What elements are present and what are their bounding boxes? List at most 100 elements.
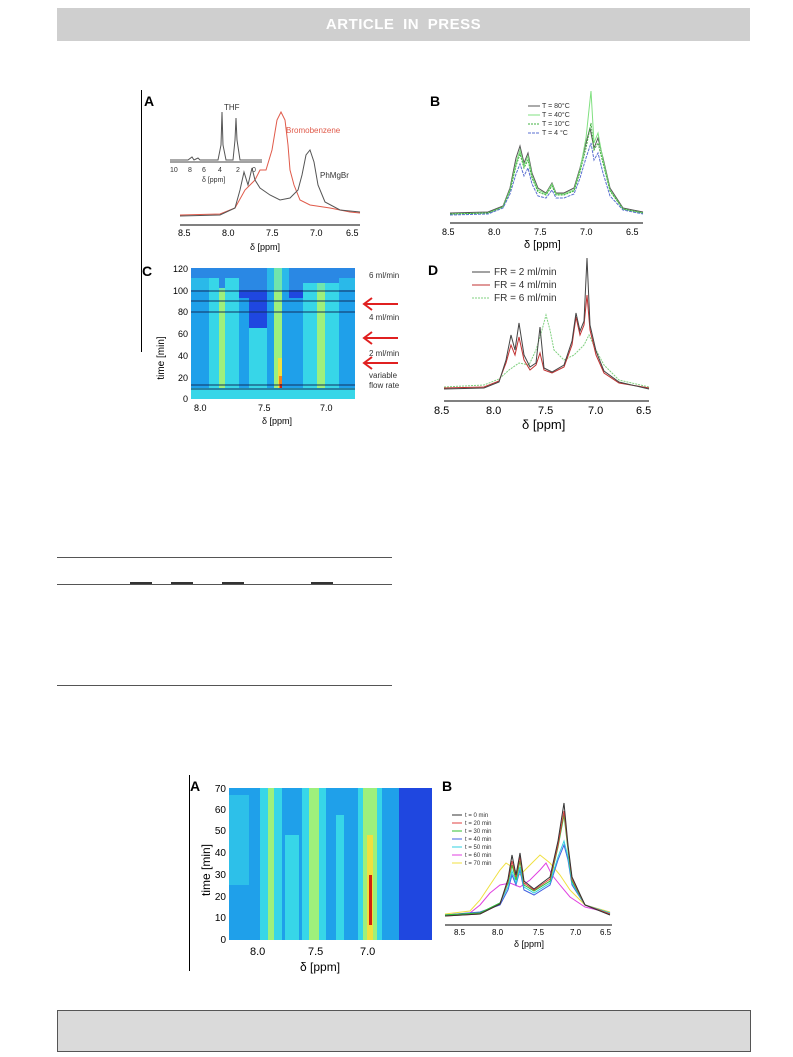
legend-entry: t = 50 min (465, 845, 492, 851)
x-tick-label: 7.0 (570, 928, 582, 937)
y-tick-label: 0 (220, 935, 226, 946)
x-tick-label: 7.5 (258, 403, 271, 413)
article-in-press-banner: ARTICLE IN PRESS (57, 8, 750, 41)
x-axis-label: δ [ppm] (514, 939, 544, 949)
y-tick-label: 120 (173, 264, 188, 274)
x-tick-label: 7.5 (308, 946, 323, 958)
x-tick-label: 8.5 (442, 227, 455, 237)
legend-entry: FR = 2 ml/min (494, 267, 557, 278)
x-tick-label: 8.0 (492, 928, 504, 937)
y-tick-label: 40 (215, 848, 227, 859)
inset-tick-label: 2 (236, 167, 240, 174)
x-axis-label: δ [ppm] (300, 960, 340, 974)
y-tick-label: 10 (215, 913, 227, 924)
inset-tick-label: 0 (252, 167, 256, 174)
legend-entry: T = 40°C (542, 111, 570, 119)
x-axis-label: δ [ppm] (262, 416, 292, 426)
table-stub (130, 582, 152, 584)
panel-label-a: A (144, 93, 154, 109)
flow-rate-annotation: variable (369, 371, 398, 380)
legend-entry: FR = 6 ml/min (494, 293, 557, 304)
margin-bar-bottom (189, 775, 190, 971)
y-tick-label: 40 (178, 351, 188, 361)
panel-label-d: D (428, 262, 438, 278)
legend-entry: T = 4 °C (542, 129, 568, 137)
peak-label-phmgbr: PhMgBr (320, 171, 349, 180)
spectrum-t40 (449, 90, 644, 215)
peak-label-thf: THF (224, 103, 240, 112)
legend-entry: t = 20 min (465, 821, 492, 827)
y-tick-label: 60 (215, 805, 227, 816)
x-tick-label: 8.5 (434, 405, 449, 417)
y-tick-label: 70 (215, 784, 227, 795)
legend-entry: FR = 4 ml/min (494, 280, 557, 291)
y-tick-label: 80 (178, 307, 188, 317)
y-tick-label: 0 (183, 394, 188, 404)
spectrum-t4 (449, 142, 644, 216)
x-tick-label: 7.0 (310, 228, 323, 238)
x-tick-label: 6.5 (600, 928, 612, 937)
x-tick-label: 7.5 (534, 227, 547, 237)
figure2-panel-a: A time [min] 0 10 20 30 40 50 60 70 8.0 … (190, 778, 432, 974)
red-arrow-icon (362, 297, 398, 311)
legend-entry: t = 40 min (465, 837, 492, 843)
flow-rate-annotation: 2 ml/min (369, 349, 399, 358)
table-bottom-rule (57, 685, 392, 686)
spectrum-bromobenzene (179, 110, 361, 216)
x-tick-label: 7.0 (588, 405, 603, 417)
x-tick-label: 8.0 (222, 228, 235, 238)
x-tick-label: 8.5 (178, 228, 191, 238)
panel-label-b: B (430, 93, 440, 109)
spectrum-phmgbr (179, 148, 361, 217)
x-tick-label: 8.0 (250, 946, 265, 958)
y-tick-label: 20 (215, 892, 227, 903)
y-axis-label: time [min] (156, 336, 167, 380)
y-tick-label: 30 (215, 870, 227, 881)
y-tick-label: 50 (215, 826, 227, 837)
y-tick-label: 60 (178, 329, 188, 339)
spectrum-fr6 (443, 313, 650, 388)
inset-tick-label: 6 (202, 167, 206, 174)
x-tick-label: 7.5 (266, 228, 279, 238)
x-axis-label: δ [ppm] (522, 417, 565, 432)
flow-rate-annotation: 6 ml/min (369, 271, 399, 280)
flow-rate-annotation: 4 ml/min (369, 313, 399, 322)
panel-label-a: A (190, 778, 200, 794)
legend-entry: t = 30 min (465, 829, 492, 835)
inset-tick-label: 8 (188, 167, 192, 174)
x-tick-label: 6.5 (626, 227, 639, 237)
x-tick-label: 7.5 (533, 928, 545, 937)
x-tick-label: 6.5 (636, 405, 651, 417)
x-tick-label: 8.0 (486, 405, 501, 417)
spectrum-t10 (449, 122, 644, 215)
x-axis-label: δ [ppm] (250, 242, 280, 252)
table-stub (171, 582, 193, 584)
flow-rate-annotation: flow rate (369, 381, 400, 390)
x-tick-label: 7.0 (580, 227, 593, 237)
table-stub (222, 582, 244, 584)
margin-bar-top (141, 90, 142, 352)
inset-spectrum (170, 111, 262, 161)
table-stub (311, 582, 333, 584)
banner-text: ARTICLE IN PRESS (325, 16, 482, 33)
spectrum-t50 (444, 839, 611, 916)
red-arrow-icon (362, 331, 398, 345)
y-tick-label: 20 (178, 373, 188, 383)
figure1-panel-d: D FR = 2 ml/min FR = 4 ml/min FR = 6 ml/… (428, 257, 651, 432)
inset-tick-label: 4 (218, 167, 222, 174)
legend-entry: t = 0 min (465, 813, 488, 819)
y-tick-label: 100 (173, 286, 188, 296)
figure2-panel-b: B t = 0 min t = 20 min t = 30 min t = 40… (442, 778, 612, 949)
x-tick-label: 7.0 (360, 946, 375, 958)
legend-entry: t = 70 min (465, 861, 492, 867)
x-tick-label: 6.5 (346, 228, 359, 238)
heatmap-plot (229, 788, 432, 940)
panel-label-c: C (142, 263, 152, 279)
spectrum-t60 (444, 862, 611, 916)
table-header-rule (57, 584, 392, 585)
panel-label-b: B (442, 778, 452, 794)
spectrum-fr2 (443, 257, 650, 390)
red-arrow-icon (362, 356, 398, 370)
table-top-rule (57, 557, 392, 558)
heatmap-plot (191, 268, 355, 399)
